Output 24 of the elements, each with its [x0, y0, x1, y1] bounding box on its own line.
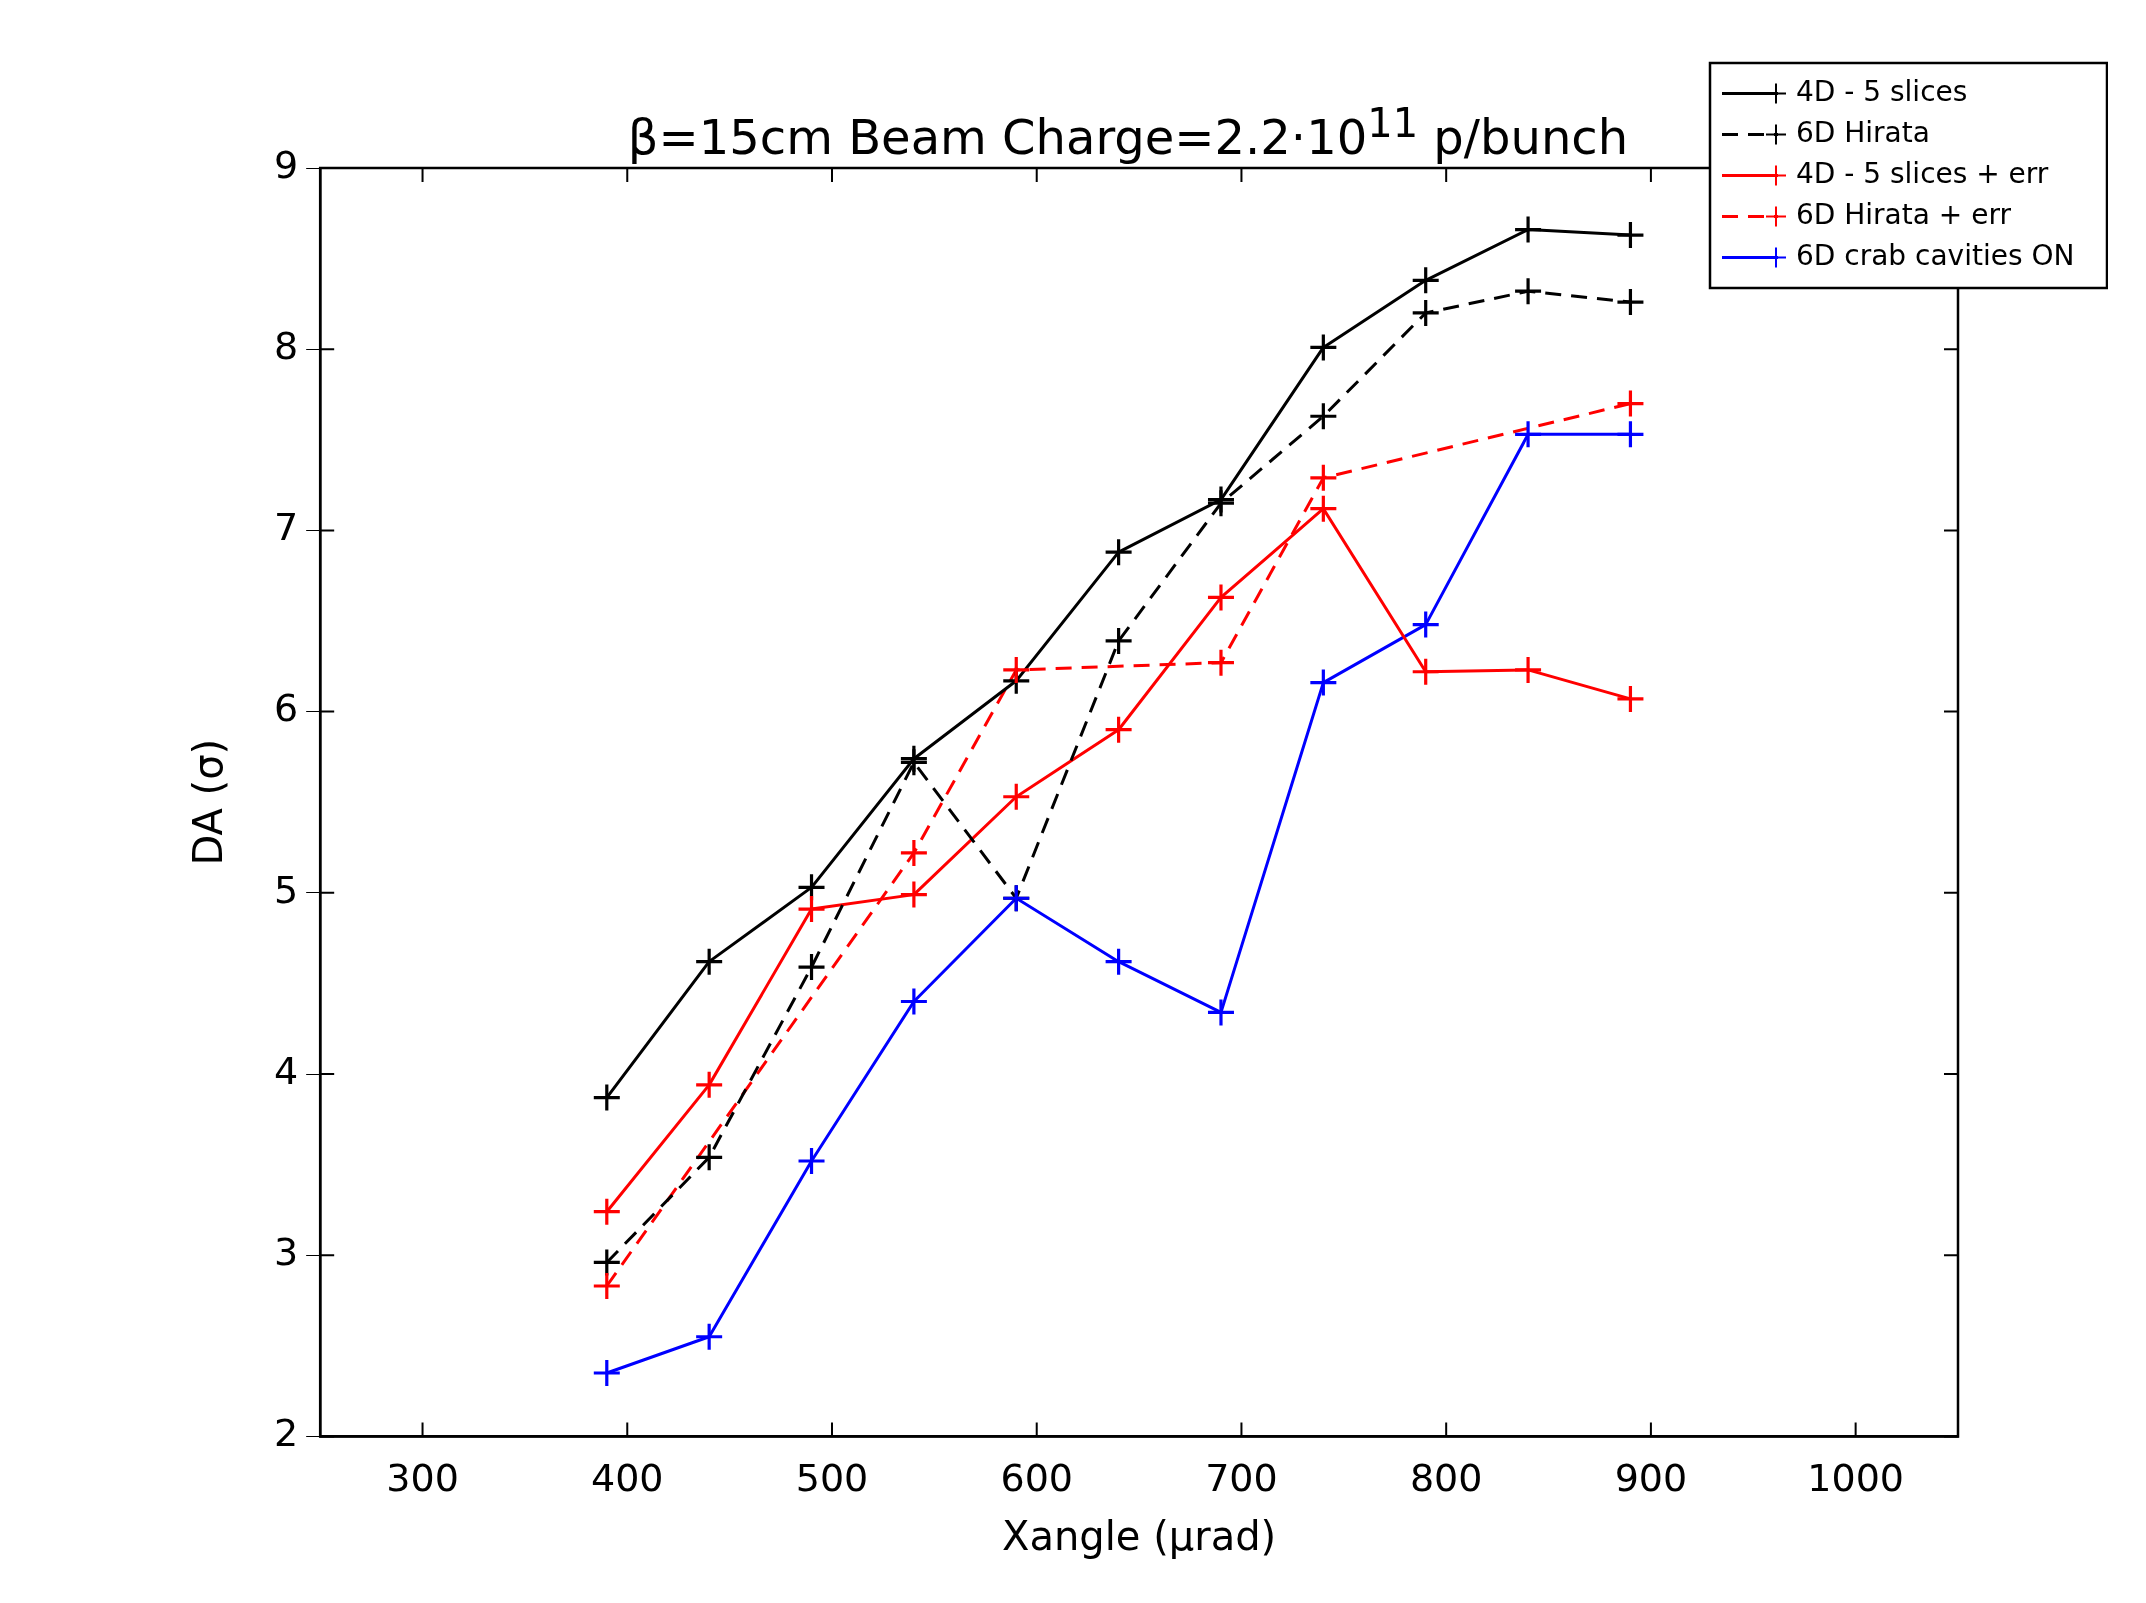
- y-tick-label: 5: [273, 867, 299, 912]
- legend-label: 4D - 5 slices + err: [1796, 156, 2049, 190]
- x-tick-label: 900: [1614, 1456, 1688, 1501]
- y-axis-title: DA (σ): [185, 738, 232, 866]
- x-tick-label: 400: [591, 1456, 664, 1501]
- legend-label: 6D crab cavities ON: [1796, 238, 2075, 272]
- legend-label: 6D Hirata: [1796, 115, 1930, 149]
- x-tick-label: 500: [795, 1456, 869, 1501]
- legend-label: 4D - 5 slices: [1796, 74, 1968, 108]
- y-tick-label: 6: [273, 686, 299, 731]
- y-tick-label: 9: [273, 142, 299, 187]
- x-tick-label: 1000: [1807, 1456, 1904, 1501]
- x-tick-label: 300: [386, 1456, 459, 1501]
- y-tick-label: 3: [273, 1230, 299, 1275]
- y-tick-label: 4: [273, 1048, 299, 1093]
- x-tick-label: 600: [1000, 1456, 1073, 1501]
- x-axis-title: Xangle (μrad): [1002, 1513, 1277, 1560]
- y-tick-label: 8: [273, 324, 299, 369]
- y-tick-label: 2: [273, 1411, 299, 1456]
- legend-label: 6D Hirata + err: [1796, 197, 2012, 231]
- y-tick-label: 7: [273, 505, 299, 550]
- chart-title: β=15cm Beam Charge=2.2·10$^{11}$ p/bunch: [627, 100, 1629, 165]
- x-tick-label: 700: [1205, 1456, 1278, 1501]
- x-tick-label: 800: [1409, 1456, 1483, 1501]
